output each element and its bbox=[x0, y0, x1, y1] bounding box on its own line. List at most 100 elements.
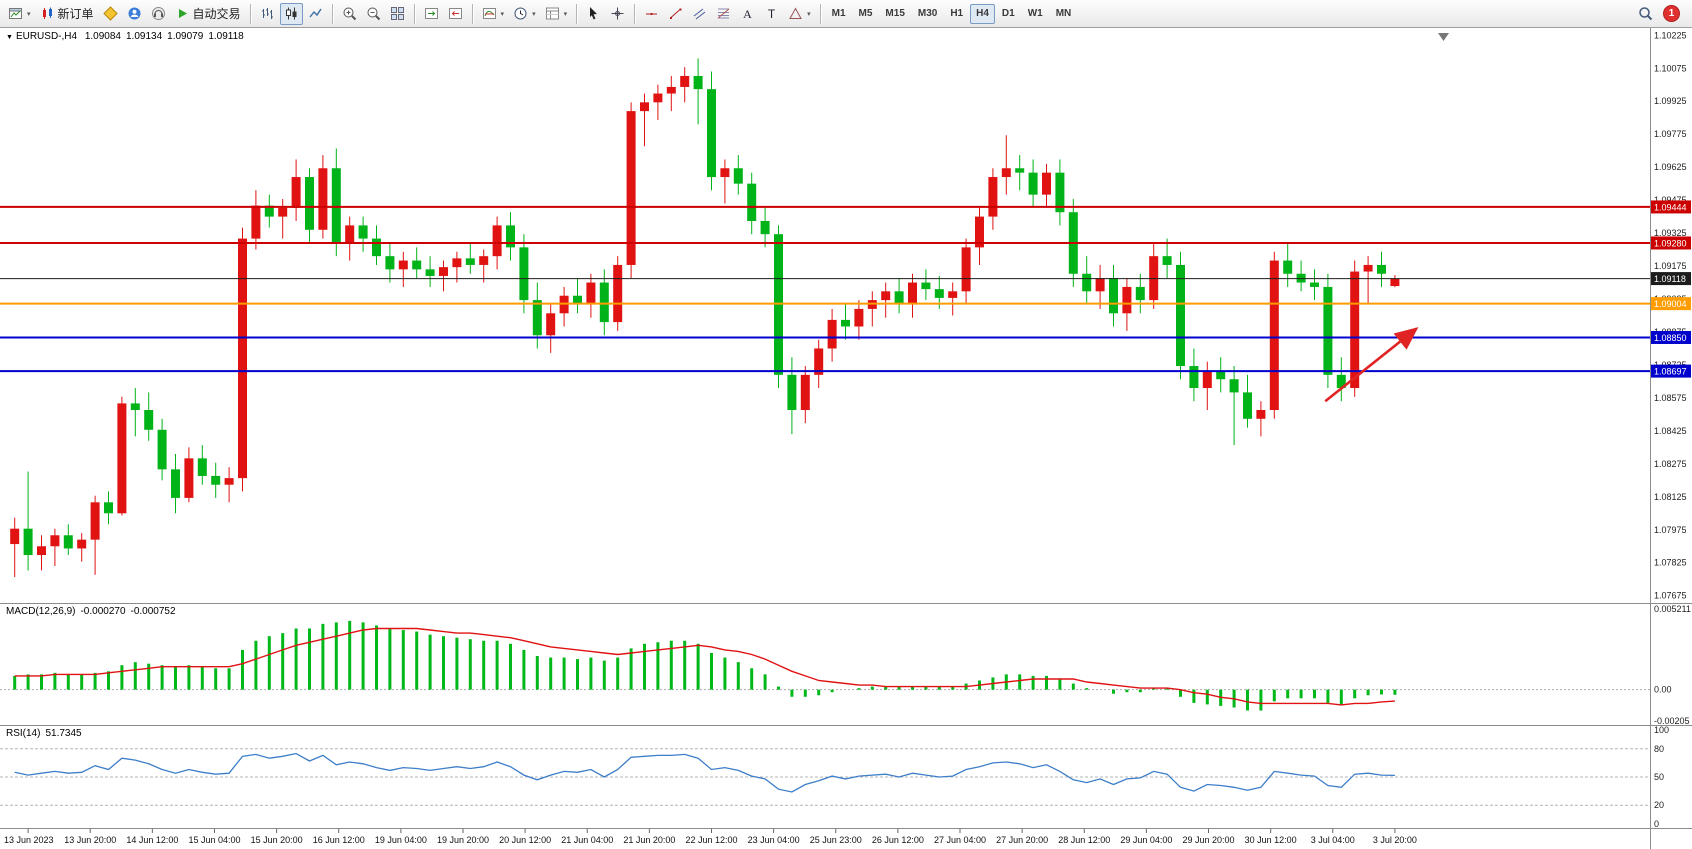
new-order-icon bbox=[42, 7, 52, 19]
zoom-out-button[interactable] bbox=[362, 3, 385, 25]
auto-trading-button[interactable]: 自动交易 bbox=[171, 3, 245, 25]
svg-text:1.07825: 1.07825 bbox=[1654, 558, 1687, 568]
price-badge bbox=[1651, 364, 1691, 378]
timeframe-m15-button[interactable]: M15 bbox=[885, 8, 905, 19]
chart-shift-marker[interactable] bbox=[1438, 33, 1449, 41]
support-button[interactable] bbox=[147, 3, 170, 25]
time-axis[interactable]: 13 Jun 2023 13 Jun 20:00 14 Jun 12:00 15 Ju… bbox=[4, 829, 1417, 845]
toolbar-separator bbox=[331, 3, 333, 24]
macd-signal-line bbox=[14, 627, 1395, 706]
fibonacci-button[interactable] bbox=[712, 3, 735, 25]
timeframe-h1-button[interactable]: H1 bbox=[950, 8, 964, 19]
tile-windows-button[interactable] bbox=[386, 3, 409, 25]
chart-bars-icon bbox=[261, 8, 273, 19]
svg-text:0: 0 bbox=[1654, 819, 1659, 829]
price-badge bbox=[1651, 330, 1691, 344]
community-icon bbox=[128, 7, 141, 20]
svg-text:25 Jun 23:00: 25 Jun 23:00 bbox=[810, 835, 862, 845]
dropdown-caret-icon: ▾ bbox=[807, 10, 811, 18]
timeframe-h4-button[interactable]: H4 bbox=[970, 3, 995, 24]
svg-text:1.08275: 1.08275 bbox=[1654, 459, 1687, 469]
editor-icon bbox=[102, 6, 118, 21]
svg-text:20: 20 bbox=[1654, 800, 1664, 810]
timeframe-m1-button[interactable]: M1 bbox=[831, 8, 846, 19]
svg-text:0.00: 0.00 bbox=[1654, 685, 1672, 695]
label-button[interactable]: T bbox=[760, 3, 783, 25]
zoom-in-button[interactable] bbox=[338, 3, 361, 25]
periods-button[interactable]: ▾ bbox=[509, 3, 540, 25]
svg-text:1.10075: 1.10075 bbox=[1654, 63, 1687, 73]
timeframe-d1-button[interactable]: D1 bbox=[1001, 8, 1015, 19]
channel-icon bbox=[693, 8, 706, 20]
trendline-icon bbox=[670, 8, 682, 19]
cursor-button[interactable] bbox=[582, 3, 605, 25]
indicators-button[interactable]: ▾ bbox=[478, 3, 509, 25]
svg-text:-0.00205: -0.00205 bbox=[1654, 716, 1690, 726]
metaeditor-button[interactable] bbox=[99, 3, 122, 25]
chart-candles-icon bbox=[285, 7, 297, 20]
dropdown-caret-icon: ▾ bbox=[563, 10, 568, 18]
svg-text:1.07675: 1.07675 bbox=[1654, 591, 1687, 601]
timeframe-m30-button[interactable]: M30 bbox=[917, 8, 938, 19]
price-chart-canvas[interactable]: 1.10225 1.10075 1.09925 1.09775 1.09625 1.094… bbox=[0, 28, 1692, 849]
indicators-icon bbox=[482, 8, 496, 19]
trendline-button[interactable] bbox=[664, 3, 687, 25]
templates-button[interactable]: ▾ bbox=[541, 3, 572, 25]
auto-scroll-icon bbox=[424, 8, 438, 19]
toolbar-separator bbox=[471, 3, 473, 24]
svg-text:20 Jun 12:00: 20 Jun 12:00 bbox=[499, 835, 551, 845]
svg-text:1.10225: 1.10225 bbox=[1654, 30, 1687, 40]
one-click-trading-toggle-icon[interactable]: ▼ bbox=[6, 34, 13, 41]
svg-text:26 Jun 12:00: 26 Jun 12:00 bbox=[872, 835, 924, 845]
line-chart-button[interactable] bbox=[304, 3, 327, 25]
notification-badge[interactable]: 1 bbox=[1663, 5, 1680, 22]
price-badge bbox=[1651, 297, 1691, 311]
search-button[interactable] bbox=[1634, 3, 1657, 25]
toolbar-separator bbox=[819, 3, 821, 24]
crosshair-button[interactable] bbox=[606, 3, 629, 25]
channel-button[interactable] bbox=[688, 3, 711, 25]
toolbar-separator bbox=[413, 3, 415, 24]
svg-text:A: A bbox=[743, 7, 752, 21]
community-button[interactable] bbox=[123, 3, 146, 25]
shapes-icon bbox=[789, 7, 802, 19]
clock-icon bbox=[514, 7, 527, 20]
toolbar-separator bbox=[576, 3, 578, 24]
hline-icon bbox=[646, 13, 658, 15]
new-order-button[interactable]: 新订单 bbox=[36, 3, 98, 25]
svg-text:1.08850: 1.08850 bbox=[1654, 333, 1687, 343]
svg-text:30 Jun 12:00: 30 Jun 12:00 bbox=[1245, 835, 1297, 845]
timeframe-mn-button[interactable]: MN bbox=[1055, 8, 1072, 19]
new-chart-button[interactable]: ▾ bbox=[4, 3, 35, 25]
svg-text:15 Jun 20:00: 15 Jun 20:00 bbox=[251, 835, 303, 845]
price-badge bbox=[1651, 200, 1691, 214]
candlestick-chart-button[interactable] bbox=[279, 2, 303, 25]
svg-text:1.07975: 1.07975 bbox=[1654, 525, 1687, 535]
svg-text:1.09175: 1.09175 bbox=[1654, 261, 1687, 271]
horizontal-line-button[interactable] bbox=[640, 3, 663, 25]
shapes-button[interactable]: ▾ bbox=[784, 3, 815, 25]
svg-text:1.08575: 1.08575 bbox=[1654, 393, 1687, 403]
timeframe-w1-button[interactable]: W1 bbox=[1027, 8, 1043, 19]
rsi-line bbox=[14, 752, 1395, 793]
svg-text:T: T bbox=[768, 7, 776, 21]
chart-shift-button[interactable] bbox=[444, 3, 467, 25]
timeframe-m5-button[interactable]: M5 bbox=[858, 8, 873, 19]
price-badge bbox=[1651, 272, 1691, 286]
svg-text:1.09775: 1.09775 bbox=[1654, 129, 1687, 139]
toolbar-right: 1 bbox=[1634, 3, 1680, 25]
trend-arrow-annotation[interactable] bbox=[1324, 327, 1419, 403]
text-a-icon: A bbox=[743, 7, 752, 21]
auto-scroll-button[interactable] bbox=[420, 3, 443, 25]
svg-text:1.09325: 1.09325 bbox=[1654, 228, 1687, 238]
bar-chart-button[interactable] bbox=[256, 3, 279, 25]
fibonacci-icon bbox=[717, 8, 730, 19]
autotrade-icon bbox=[178, 9, 187, 18]
zoom-out-icon bbox=[367, 7, 380, 21]
svg-text:1.09625: 1.09625 bbox=[1654, 162, 1687, 172]
text-button[interactable]: A bbox=[736, 3, 759, 25]
chart-region: 1.10225 1.10075 1.09925 1.09775 1.09625 1.094… bbox=[0, 28, 1692, 849]
svg-text:13 Jun 2023: 13 Jun 2023 bbox=[4, 835, 54, 845]
svg-text:28 Jun 12:00: 28 Jun 12:00 bbox=[1058, 835, 1110, 845]
